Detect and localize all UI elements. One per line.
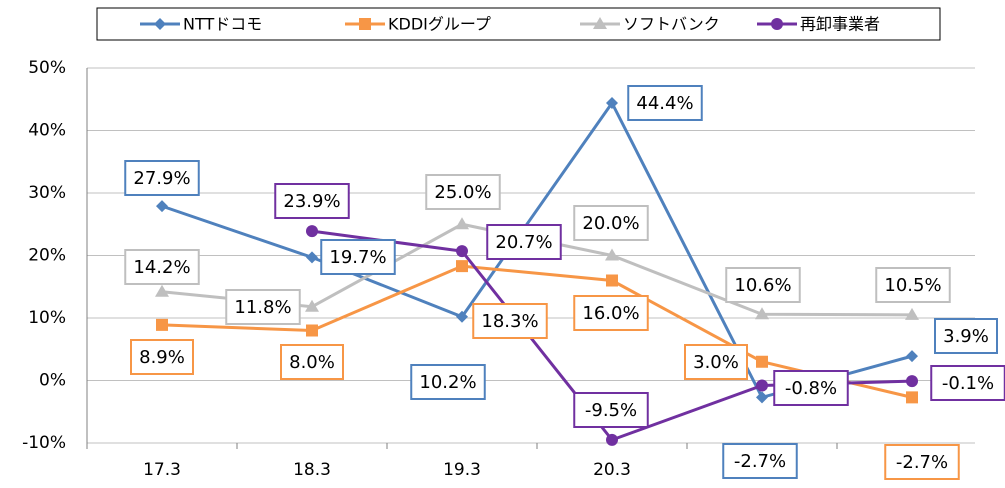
data-label: 16.0%	[582, 303, 639, 324]
marker	[606, 433, 618, 446]
data-label: 3.0%	[693, 352, 739, 373]
legend-marker	[359, 18, 371, 30]
data-label: 20.0%	[582, 213, 639, 234]
marker	[306, 225, 318, 238]
data-label-box	[684, 344, 748, 380]
data-label: -2.7%	[734, 451, 786, 472]
data-label: 10.2%	[419, 372, 476, 393]
legend-marker	[771, 18, 783, 30]
data-label-box	[280, 344, 344, 380]
data-label: 10.5%	[884, 275, 941, 296]
marker	[756, 379, 768, 392]
marker	[456, 260, 468, 273]
y-tick-label: -10%	[22, 433, 66, 453]
data-label-box	[884, 444, 960, 480]
data-label: 44.4%	[636, 93, 693, 114]
legend-label: NTTドコモ	[183, 15, 262, 34]
data-label-box	[722, 443, 798, 479]
marker	[755, 307, 769, 320]
data-label-box	[573, 205, 649, 241]
marker	[606, 97, 618, 109]
data-label-box	[124, 249, 200, 285]
legend-marker	[593, 17, 607, 29]
x-tick-label: 19.3	[443, 460, 481, 480]
y-tick-label: 20%	[28, 246, 66, 266]
data-label-box	[573, 295, 649, 331]
data-label-box	[425, 174, 501, 210]
marker	[306, 251, 318, 264]
data-label-box	[934, 318, 998, 354]
data-label: 23.9%	[283, 191, 340, 212]
marker	[756, 391, 768, 404]
legend-label: 再卸事業者	[800, 15, 880, 34]
data-label: 27.9%	[133, 168, 190, 189]
data-label: 14.2%	[133, 257, 190, 278]
data-label: 20.7%	[495, 232, 552, 253]
data-label: -2.7%	[896, 452, 948, 473]
x-tick-label: 20.3	[593, 460, 631, 480]
y-tick-label: 10%	[28, 308, 66, 328]
marker	[906, 391, 918, 404]
marker	[155, 284, 169, 297]
marker	[156, 200, 168, 213]
marker	[906, 375, 918, 388]
data-label-box	[320, 239, 396, 275]
data-label-box	[486, 224, 562, 260]
data-label: 3.9%	[943, 326, 989, 347]
data-label-box	[124, 160, 200, 196]
data-label: -0.8%	[785, 378, 837, 399]
legend-box	[96, 7, 941, 41]
marker	[906, 350, 918, 363]
data-label-box	[773, 370, 849, 406]
legend-label: ソフトバンク	[623, 15, 720, 34]
x-tick-label: 17.3	[143, 460, 181, 480]
data-label: 18.3%	[481, 311, 538, 332]
marker	[306, 324, 318, 337]
marker	[606, 274, 618, 287]
y-tick-label: 50%	[28, 58, 66, 78]
data-label: 19.7%	[329, 247, 386, 268]
data-label: 11.8%	[234, 297, 291, 318]
legend-marker	[154, 18, 166, 30]
data-label-box	[875, 267, 951, 303]
marker	[456, 245, 468, 258]
marker	[455, 217, 469, 230]
data-label-box	[410, 364, 486, 400]
data-label-box	[573, 392, 649, 428]
legend-label: KDDIグループ	[388, 15, 491, 34]
y-tick-label: 30%	[28, 183, 66, 203]
data-label: -9.5%	[585, 400, 637, 421]
data-label-box	[225, 289, 301, 325]
series-line	[161, 264, 913, 399]
data-label-box	[627, 85, 703, 121]
data-label: 8.9%	[139, 347, 185, 368]
data-label-box	[725, 267, 801, 303]
marker	[305, 299, 319, 312]
x-tick-label: 18.3	[293, 460, 331, 480]
marker	[456, 310, 468, 323]
marker	[905, 307, 919, 320]
y-tick-label: 0%	[39, 371, 66, 391]
data-label: 10.6%	[734, 275, 791, 296]
y-tick-label: 40%	[28, 121, 66, 141]
marker	[756, 355, 768, 368]
marker	[605, 248, 619, 261]
data-label: 25.0%	[434, 182, 491, 203]
data-label: 8.0%	[289, 352, 335, 373]
data-label-box	[274, 183, 350, 219]
data-label: -0.1%	[942, 373, 994, 394]
data-label-box	[472, 303, 548, 339]
marker	[156, 318, 168, 331]
data-label-box	[130, 339, 194, 375]
